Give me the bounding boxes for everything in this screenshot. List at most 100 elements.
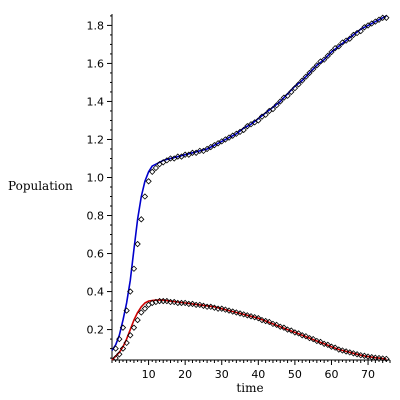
data-point-diamond (284, 92, 291, 99)
x-tick-label: 10 (142, 368, 156, 381)
data-point-diamond (247, 313, 255, 320)
data-point-diamond (240, 126, 247, 134)
data-point-diamond (229, 308, 236, 315)
data-point-diamond (134, 240, 141, 248)
data-point-diamond (130, 265, 138, 272)
series-1 (111, 15, 387, 351)
data-point-diamond (320, 340, 328, 348)
data-point-diamond (372, 354, 379, 361)
data-point-diamond (328, 343, 335, 350)
data-point-diamond (163, 297, 171, 305)
data-point-diamond (222, 306, 229, 313)
data-point-diamond (277, 323, 284, 330)
data-point-diamond (375, 354, 383, 362)
x-tick-label: 70 (361, 368, 375, 381)
data-point-diamond (299, 77, 306, 84)
data-point-diamond (295, 330, 302, 337)
x-tick-label: 40 (251, 368, 265, 381)
data-point-diamond (258, 316, 266, 324)
data-point-diamond (310, 65, 317, 73)
data-point-diamond (134, 316, 141, 324)
data-point-diamond (324, 341, 331, 348)
data-point-diamond (291, 84, 299, 92)
data-point-diamond (240, 311, 247, 318)
y-axis-label: Population (8, 179, 73, 193)
y-tick-label: 0.6 (87, 248, 105, 261)
data-point-diamond (361, 352, 368, 359)
data-point-diamond (335, 43, 342, 50)
data-point-diamond (127, 288, 134, 295)
data-point-diamond (284, 326, 291, 333)
data-point-diamond (357, 352, 364, 359)
data-point-diamond (262, 111, 269, 118)
data-point-diamond (317, 338, 324, 346)
data-point-diamond (225, 307, 233, 314)
data-point-diamond (149, 168, 156, 175)
data-point-diamond (200, 302, 207, 309)
y-tick-label: 0.4 (87, 286, 105, 299)
data-point-diamond (262, 317, 269, 325)
series-2 (112, 14, 390, 352)
data-point-diamond (383, 355, 390, 363)
data-point-diamond (119, 345, 127, 352)
data-point-diamond (251, 314, 258, 321)
data-point-diamond (288, 88, 295, 96)
data-point-diamond (116, 351, 123, 358)
data-point-diamond (313, 337, 321, 345)
data-point-diamond (350, 350, 357, 357)
data-point-diamond (273, 102, 280, 109)
y-tick-label: 1.2 (87, 133, 105, 146)
data-point-diamond (331, 344, 339, 351)
data-point-diamond (149, 299, 156, 307)
data-point-diamond (269, 105, 277, 113)
data-point-diamond (181, 299, 189, 307)
data-point-diamond (269, 320, 277, 328)
data-point-diamond (127, 332, 134, 339)
series-line (111, 299, 387, 361)
data-point-diamond (211, 304, 218, 311)
data-point-diamond (130, 324, 138, 331)
data-point-diamond (196, 301, 203, 309)
data-point-diamond (313, 62, 321, 69)
data-point-diamond (320, 56, 328, 63)
data-point-diamond (138, 309, 145, 316)
data-point-diamond (357, 27, 364, 35)
y-tick-label: 0.8 (87, 210, 105, 223)
data-point-diamond (277, 98, 284, 105)
data-point-diamond (138, 216, 145, 223)
data-point-diamond (171, 298, 178, 306)
y-tick-label: 1.8 (87, 19, 105, 32)
x-tick-label: 50 (288, 368, 302, 381)
data-point-diamond (302, 73, 310, 80)
x-tick-label: 30 (215, 368, 229, 381)
x-axis-label: time (236, 381, 263, 395)
data-point-diamond (152, 298, 160, 306)
data-point-diamond (291, 329, 299, 336)
data-point-diamond (280, 324, 288, 331)
x-tick-label: 20 (178, 368, 192, 381)
data-point-diamond (288, 327, 295, 334)
data-point-diamond (141, 305, 149, 312)
y-tick-label: 0.2 (87, 324, 105, 337)
data-point-diamond (207, 303, 214, 310)
data-point-diamond (123, 307, 130, 314)
data-point-diamond (328, 48, 335, 56)
data-point-diamond (244, 312, 251, 319)
data-point-diamond (189, 300, 196, 308)
series-4 (112, 297, 390, 363)
series-line (111, 15, 387, 351)
data-point-diamond (346, 35, 353, 42)
data-point-diamond (145, 178, 152, 185)
data-point-diamond (324, 52, 331, 59)
data-point-diamond (116, 335, 123, 343)
data-point-diamond (299, 332, 306, 339)
series-3 (111, 299, 387, 361)
data-point-diamond (379, 355, 386, 362)
series-layer (111, 14, 390, 363)
data-point-diamond (266, 318, 273, 326)
data-point-diamond (306, 69, 313, 77)
data-point-diamond (306, 334, 313, 342)
data-point-diamond (145, 301, 152, 309)
data-point-diamond (353, 351, 361, 358)
